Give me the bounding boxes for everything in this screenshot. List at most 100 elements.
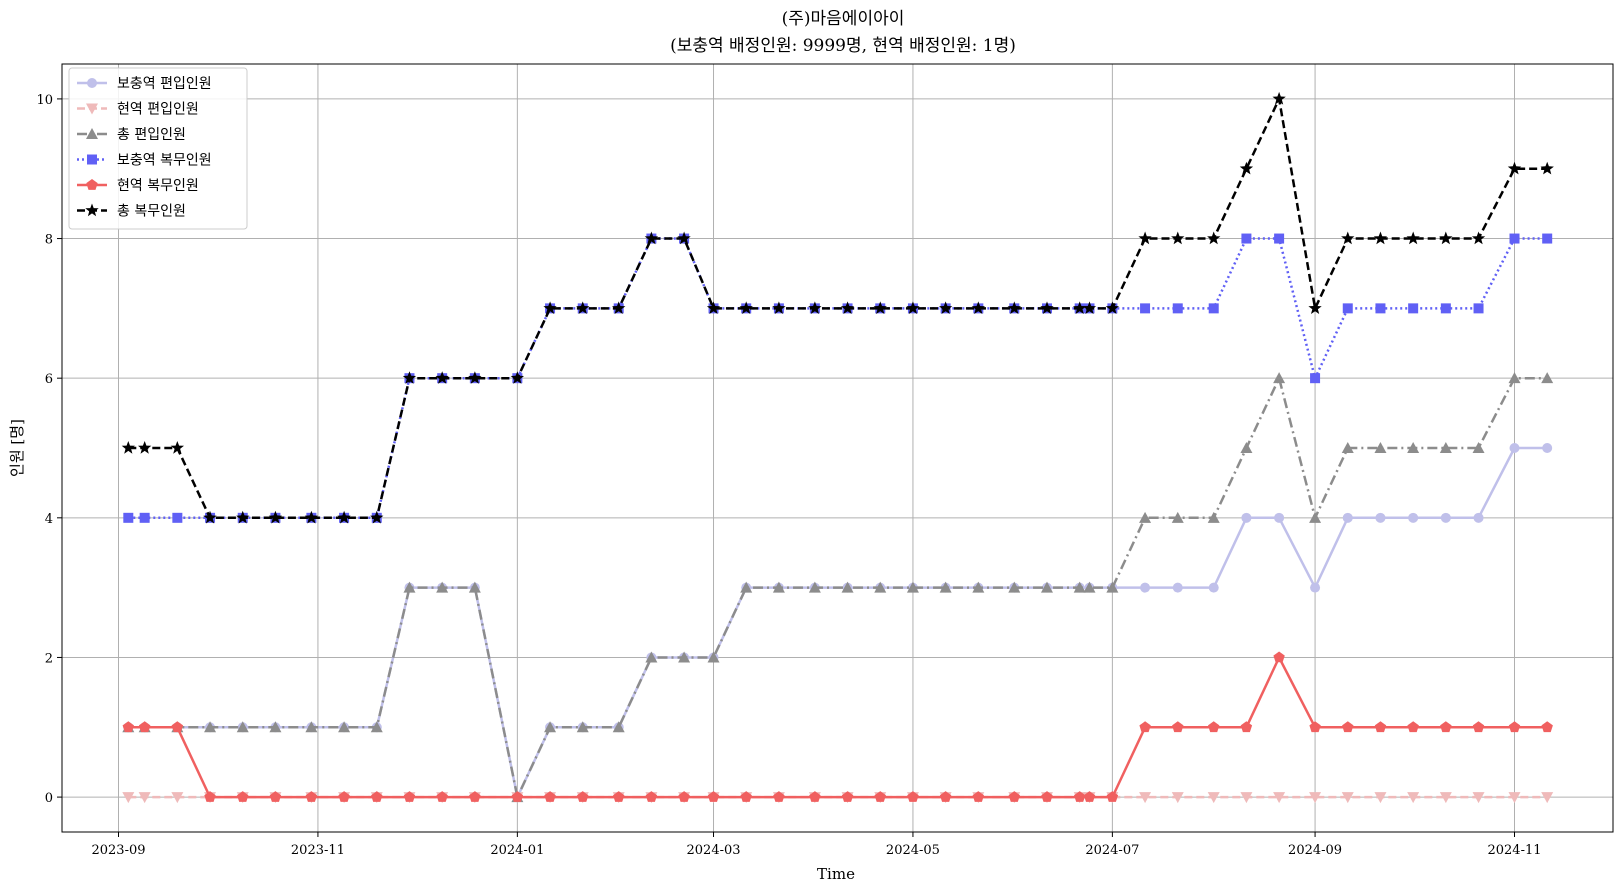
series-5 [122, 651, 1553, 802]
legend-label: 보충역 편입인원 [117, 76, 212, 92]
data-point [370, 721, 383, 733]
data-point [1439, 231, 1453, 245]
data-point [808, 301, 822, 314]
data-point [1440, 303, 1451, 314]
data-point [1542, 443, 1553, 453]
data-point [123, 512, 134, 523]
data-point [403, 791, 416, 802]
data-point [1272, 91, 1286, 105]
legend-label: 보충역 복무인원 [117, 153, 212, 169]
data-point [203, 510, 217, 524]
legend-marker [86, 128, 98, 139]
data-point [1542, 233, 1553, 244]
data-point [1138, 231, 1152, 245]
data-point [906, 581, 919, 593]
data-point [677, 231, 691, 245]
data-point [1273, 651, 1285, 663]
data-point [1083, 581, 1096, 593]
y-tick-label: 4 [45, 512, 53, 527]
series-line [128, 376, 1548, 799]
legend-label: 총 편입인원 [117, 127, 186, 143]
data-point [138, 441, 152, 454]
data-point [269, 791, 282, 802]
data-point [1507, 161, 1522, 175]
plot-frame [61, 63, 1614, 833]
data-point [1407, 442, 1420, 453]
y-tick-label: 8 [45, 233, 53, 248]
data-point [1309, 721, 1321, 733]
data-point [204, 721, 217, 733]
data-point [1342, 721, 1354, 733]
data-point [403, 581, 416, 593]
data-point [370, 510, 384, 524]
data-point [1408, 512, 1419, 523]
data-point [1139, 792, 1152, 804]
data-point [1041, 791, 1053, 802]
data-point [612, 721, 625, 733]
data-point [1472, 442, 1485, 453]
data-point [1509, 233, 1520, 244]
data-point [1541, 372, 1554, 384]
data-point [1207, 511, 1220, 523]
legend-label: 총 복무인원 [117, 204, 186, 220]
data-point [1040, 301, 1054, 314]
data-point [678, 791, 690, 802]
legend-box [68, 67, 248, 230]
x-tick-label: 2023-11 [291, 843, 345, 858]
data-point [1105, 301, 1119, 314]
data-point [402, 371, 417, 384]
data-point [906, 301, 920, 314]
data-point [1375, 512, 1386, 523]
data-point [1106, 581, 1119, 593]
data-point [1208, 721, 1220, 733]
series-3 [122, 372, 1554, 803]
data-point [1139, 721, 1151, 733]
data-point [1073, 581, 1086, 593]
data-point [338, 791, 350, 802]
data-point [1083, 791, 1096, 802]
x-tick-label: 2024-07 [1085, 843, 1139, 858]
data-point [1341, 231, 1355, 245]
data-point [1440, 721, 1452, 733]
data-point [1007, 301, 1021, 314]
data-point [1273, 792, 1286, 804]
data-point [1239, 161, 1254, 175]
data-point [511, 791, 524, 802]
data-point [1208, 303, 1219, 314]
data-point [874, 791, 886, 802]
data-point [707, 791, 720, 802]
data-point [874, 581, 887, 593]
data-point [808, 581, 821, 593]
data-point [1508, 721, 1521, 733]
data-point [1208, 582, 1219, 593]
legend-item: 현역 편입인원 [77, 102, 199, 118]
data-point [268, 510, 283, 524]
y-tick-label: 0 [45, 791, 53, 806]
data-point [1439, 792, 1452, 804]
series-6 [121, 91, 1554, 524]
data-point [1471, 231, 1486, 245]
data-point [1541, 721, 1553, 733]
data-point [873, 301, 887, 314]
data-point [469, 791, 481, 802]
data-point [468, 371, 482, 384]
series-1 [123, 443, 1553, 803]
legend-marker [85, 203, 99, 217]
data-point [436, 581, 449, 593]
data-point [1241, 233, 1252, 244]
chart-title: (주)마음에이아이 [782, 9, 905, 29]
legend-marker [86, 103, 98, 115]
data-point [1472, 792, 1485, 804]
data-point [138, 721, 151, 733]
data-point [138, 792, 151, 804]
data-point [1472, 721, 1485, 733]
data-point [121, 441, 135, 454]
y-axis-label: 인원 [명] [8, 419, 26, 477]
data-point [576, 301, 590, 314]
data-point [1140, 303, 1151, 314]
data-point [939, 301, 953, 314]
data-point [740, 791, 752, 802]
data-point [972, 791, 984, 802]
data-point [1240, 442, 1253, 453]
